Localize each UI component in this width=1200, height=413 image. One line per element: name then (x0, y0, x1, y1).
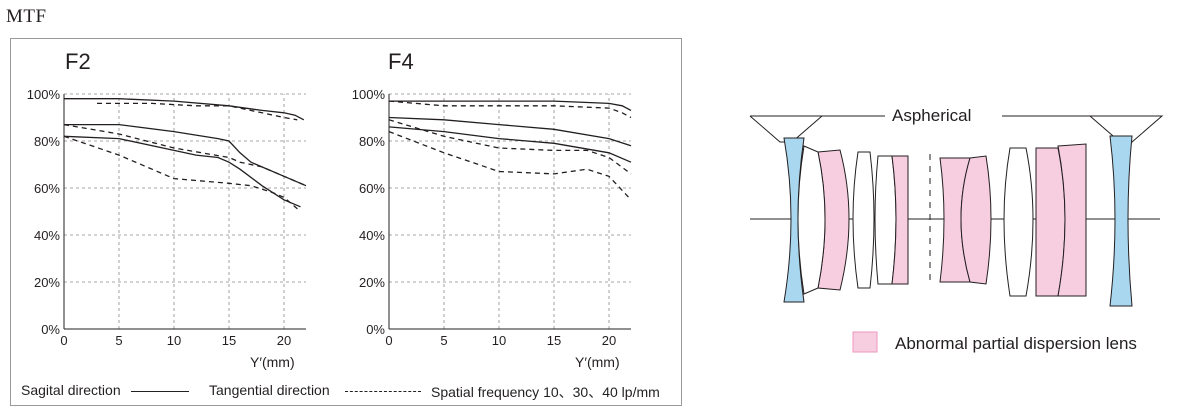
chart-1-x-tick-label: 0 (60, 333, 67, 348)
lens-element-10-dispersion (1057, 143, 1087, 297)
legend-solid-swatch (131, 391, 189, 392)
chart-2-series-3-solid-line (388, 116, 632, 147)
chart-1-x-tick-label: 10 (167, 333, 181, 348)
chart-2-series-6-dashed-line (388, 130, 632, 201)
dispersion-legend-swatch (852, 331, 878, 353)
chart-1-y-tick-label: 80% (34, 134, 60, 149)
chart-2-x-tick-label: 5 (440, 333, 447, 348)
chart-2-x-tick-label: 20 (602, 333, 616, 348)
lens-element-9-dispersion (1035, 147, 1066, 297)
chart-2-x-axis-label: Y′(mm) (575, 354, 620, 370)
chart-2-series-2-dashed-line (388, 100, 632, 119)
chart-2-y-tick-label: 0% (366, 322, 385, 337)
chart-2-y-tick-label: 60% (359, 181, 385, 196)
legend-sagittal-label: Sagital direction (21, 382, 121, 398)
chart-1-series-3-solid-line (64, 123, 307, 187)
lens-element-7-dispersion (960, 155, 992, 285)
lens-element-8 (1003, 147, 1034, 297)
chart-2-series-5-solid-line (388, 126, 632, 163)
lens-element-4 (874, 155, 897, 285)
chart-1-x-tick-label: 5 (115, 333, 122, 348)
chart-1-series-5-solid-line (63, 135, 301, 208)
chart-1-y-tick-label: 20% (34, 275, 60, 290)
chart-1-series-2-dashed-line (97, 102, 298, 121)
mtf-chart-panel: F2 0% 20% 40% 60% 80% 100% 0 5 10 15 20 Y′(mm) F4 0% 20… (10, 38, 682, 406)
chart-1-y-tick-label: 100% (27, 87, 61, 102)
legend-tangential-label: Tangential direction (209, 382, 330, 398)
mtf-charts: F2 0% 20% 40% 60% 80% 100% 0 5 10 15 20 Y′(mm) F4 0% 20… (27, 49, 632, 370)
chart-1-y-tick-label: 40% (34, 228, 60, 243)
chart-1-y-tick-label: 0% (41, 322, 60, 337)
chart-2-series-4-dashed-line (388, 119, 632, 175)
legend-dashed-swatch (345, 391, 421, 392)
chart-2-title: F4 (388, 49, 414, 74)
chart-1-title: F2 (65, 49, 91, 74)
chart-1-x-axis-label: Y′(mm) (250, 354, 295, 370)
chart-1-series-4-dashed-line (63, 123, 307, 187)
chart-legend: Sagital direction Tangential direction S… (19, 379, 675, 401)
chart-1-x-tick-label: 20 (277, 333, 291, 348)
chart-1-y-tick-label: 60% (34, 181, 60, 196)
chart-1-x-tick-label: 15 (222, 333, 236, 348)
chart-2-series-1-solid-line (389, 100, 632, 111)
chart-2-y-tick-label: 20% (359, 275, 385, 290)
aspherical-label: Aspherical (892, 106, 971, 125)
chart-2-x-tick-label: 15 (547, 333, 561, 348)
chart-2-x-tick-label: 0 (385, 333, 392, 348)
lens-element-3 (852, 151, 875, 289)
lens-element-5-dispersion (891, 155, 909, 285)
lens-construction-diagram: Aspherical Abnormal partial dispersion l… (749, 106, 1164, 353)
dispersion-legend-label: Abnormal partial dispersion lens (895, 334, 1137, 353)
chart-2-y-tick-label: 40% (359, 228, 385, 243)
chart-2-y-tick-label: 80% (359, 134, 385, 149)
lens-element-2b (797, 145, 826, 295)
lens-element-11-aspherical (1109, 135, 1133, 307)
mtf-heading: MTF (6, 6, 47, 27)
chart-2-y-tick-label: 100% (352, 87, 386, 102)
chart-1-series-6-dashed-line (63, 135, 301, 212)
chart-2-x-tick-label: 10 (492, 333, 506, 348)
legend-frequency-label: Spatial frequency 10、30、40 lp/mm (431, 384, 660, 400)
chart-1-series-1-solid-line (64, 98, 305, 121)
